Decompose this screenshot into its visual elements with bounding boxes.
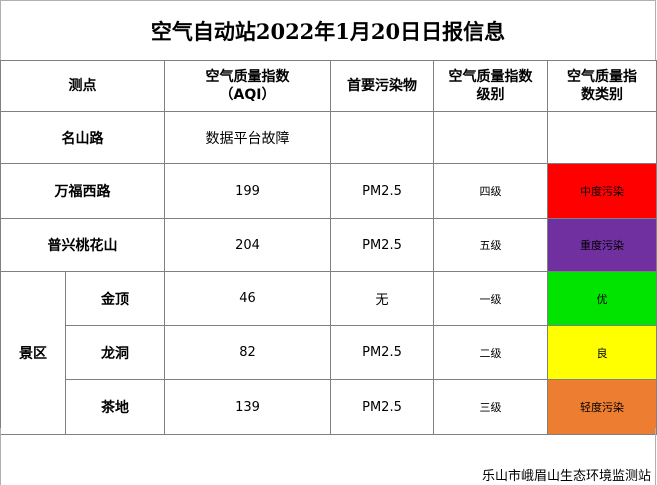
aqi-value: 46 [164,271,331,326]
category-badge: 中度污染 [547,163,657,219]
category-badge: 轻度污染 [547,379,657,435]
table-row: 普兴桃花山 204 PM2.5 五级 重度污染 [0,218,657,272]
station-name: 金顶 [65,271,165,326]
level-cell [433,111,548,164]
header-category: 空气质量指 数类别 [547,60,657,112]
header-level: 空气质量指数 级别 [433,60,548,112]
station-name: 名山路 [0,111,165,164]
table-row: 景区 金顶 46 无 一级 优 [0,271,657,435]
header-station: 测点 [0,60,165,112]
header-category-line2: 数类别 [581,87,623,103]
category-cell [547,111,657,164]
category-badge: 重度污染 [547,218,657,272]
pollutant-value: PM2.5 [330,163,434,219]
pollutant-value: 无 [330,271,434,326]
table-row: 龙洞 82 PM2.5 二级 良 [1,325,657,380]
header-pollutant: 首要污染物 [330,60,434,112]
scenic-group-label: 景区 [0,271,66,435]
aqi-value: 139 [164,379,331,435]
level-value: 四级 [433,163,548,219]
header-aqi: 空气质量指数 （AQI） [164,60,331,112]
station-name: 普兴桃花山 [0,218,165,272]
pollutant-cell [330,111,434,164]
header-level-line1: 空气质量指数 [448,69,533,85]
footer-org: 乐山市峨眉山生态环境监测站 [481,469,651,484]
fault-status: 数据平台故障 [164,111,331,164]
header-category-line1: 空气质量指 [567,69,637,85]
station-name: 茶地 [65,379,165,435]
table-row: 万福西路 199 PM2.5 四级 中度污染 [0,163,657,219]
report-title: 空气自动站2022年1月20日日报信息 [0,0,656,61]
table-row: 茶地 139 PM2.5 三级 轻度污染 [1,379,657,435]
level-value: 二级 [433,325,548,380]
header-row: 测点 空气质量指数 （AQI） 首要污染物 空气质量指数 级别 空气质量指 数类… [0,60,657,112]
level-value: 一级 [433,271,548,326]
header-level-line2: 级别 [476,87,505,103]
table-row: 名山路 数据平台故障 [0,111,657,164]
level-value: 三级 [433,379,548,435]
level-value: 五级 [433,218,548,272]
station-name: 万福西路 [0,163,165,219]
header-aqi-line1: 空气质量指数 [205,69,290,85]
pollutant-value: PM2.5 [330,379,434,435]
aqi-value: 199 [164,163,331,219]
aqi-value: 204 [164,218,331,272]
pollutant-value: PM2.5 [330,325,434,380]
aqi-value: 82 [164,325,331,380]
header-aqi-line2: （AQI） [219,87,276,103]
footer-frame [0,428,656,485]
pollutant-value: PM2.5 [330,218,434,272]
station-name: 龙洞 [65,325,165,380]
category-badge: 优 [547,271,657,326]
aqi-table: 测点 空气质量指数 （AQI） 首要污染物 空气质量指数 级别 空气质量指 数类… [0,60,657,435]
category-badge: 良 [547,325,657,380]
